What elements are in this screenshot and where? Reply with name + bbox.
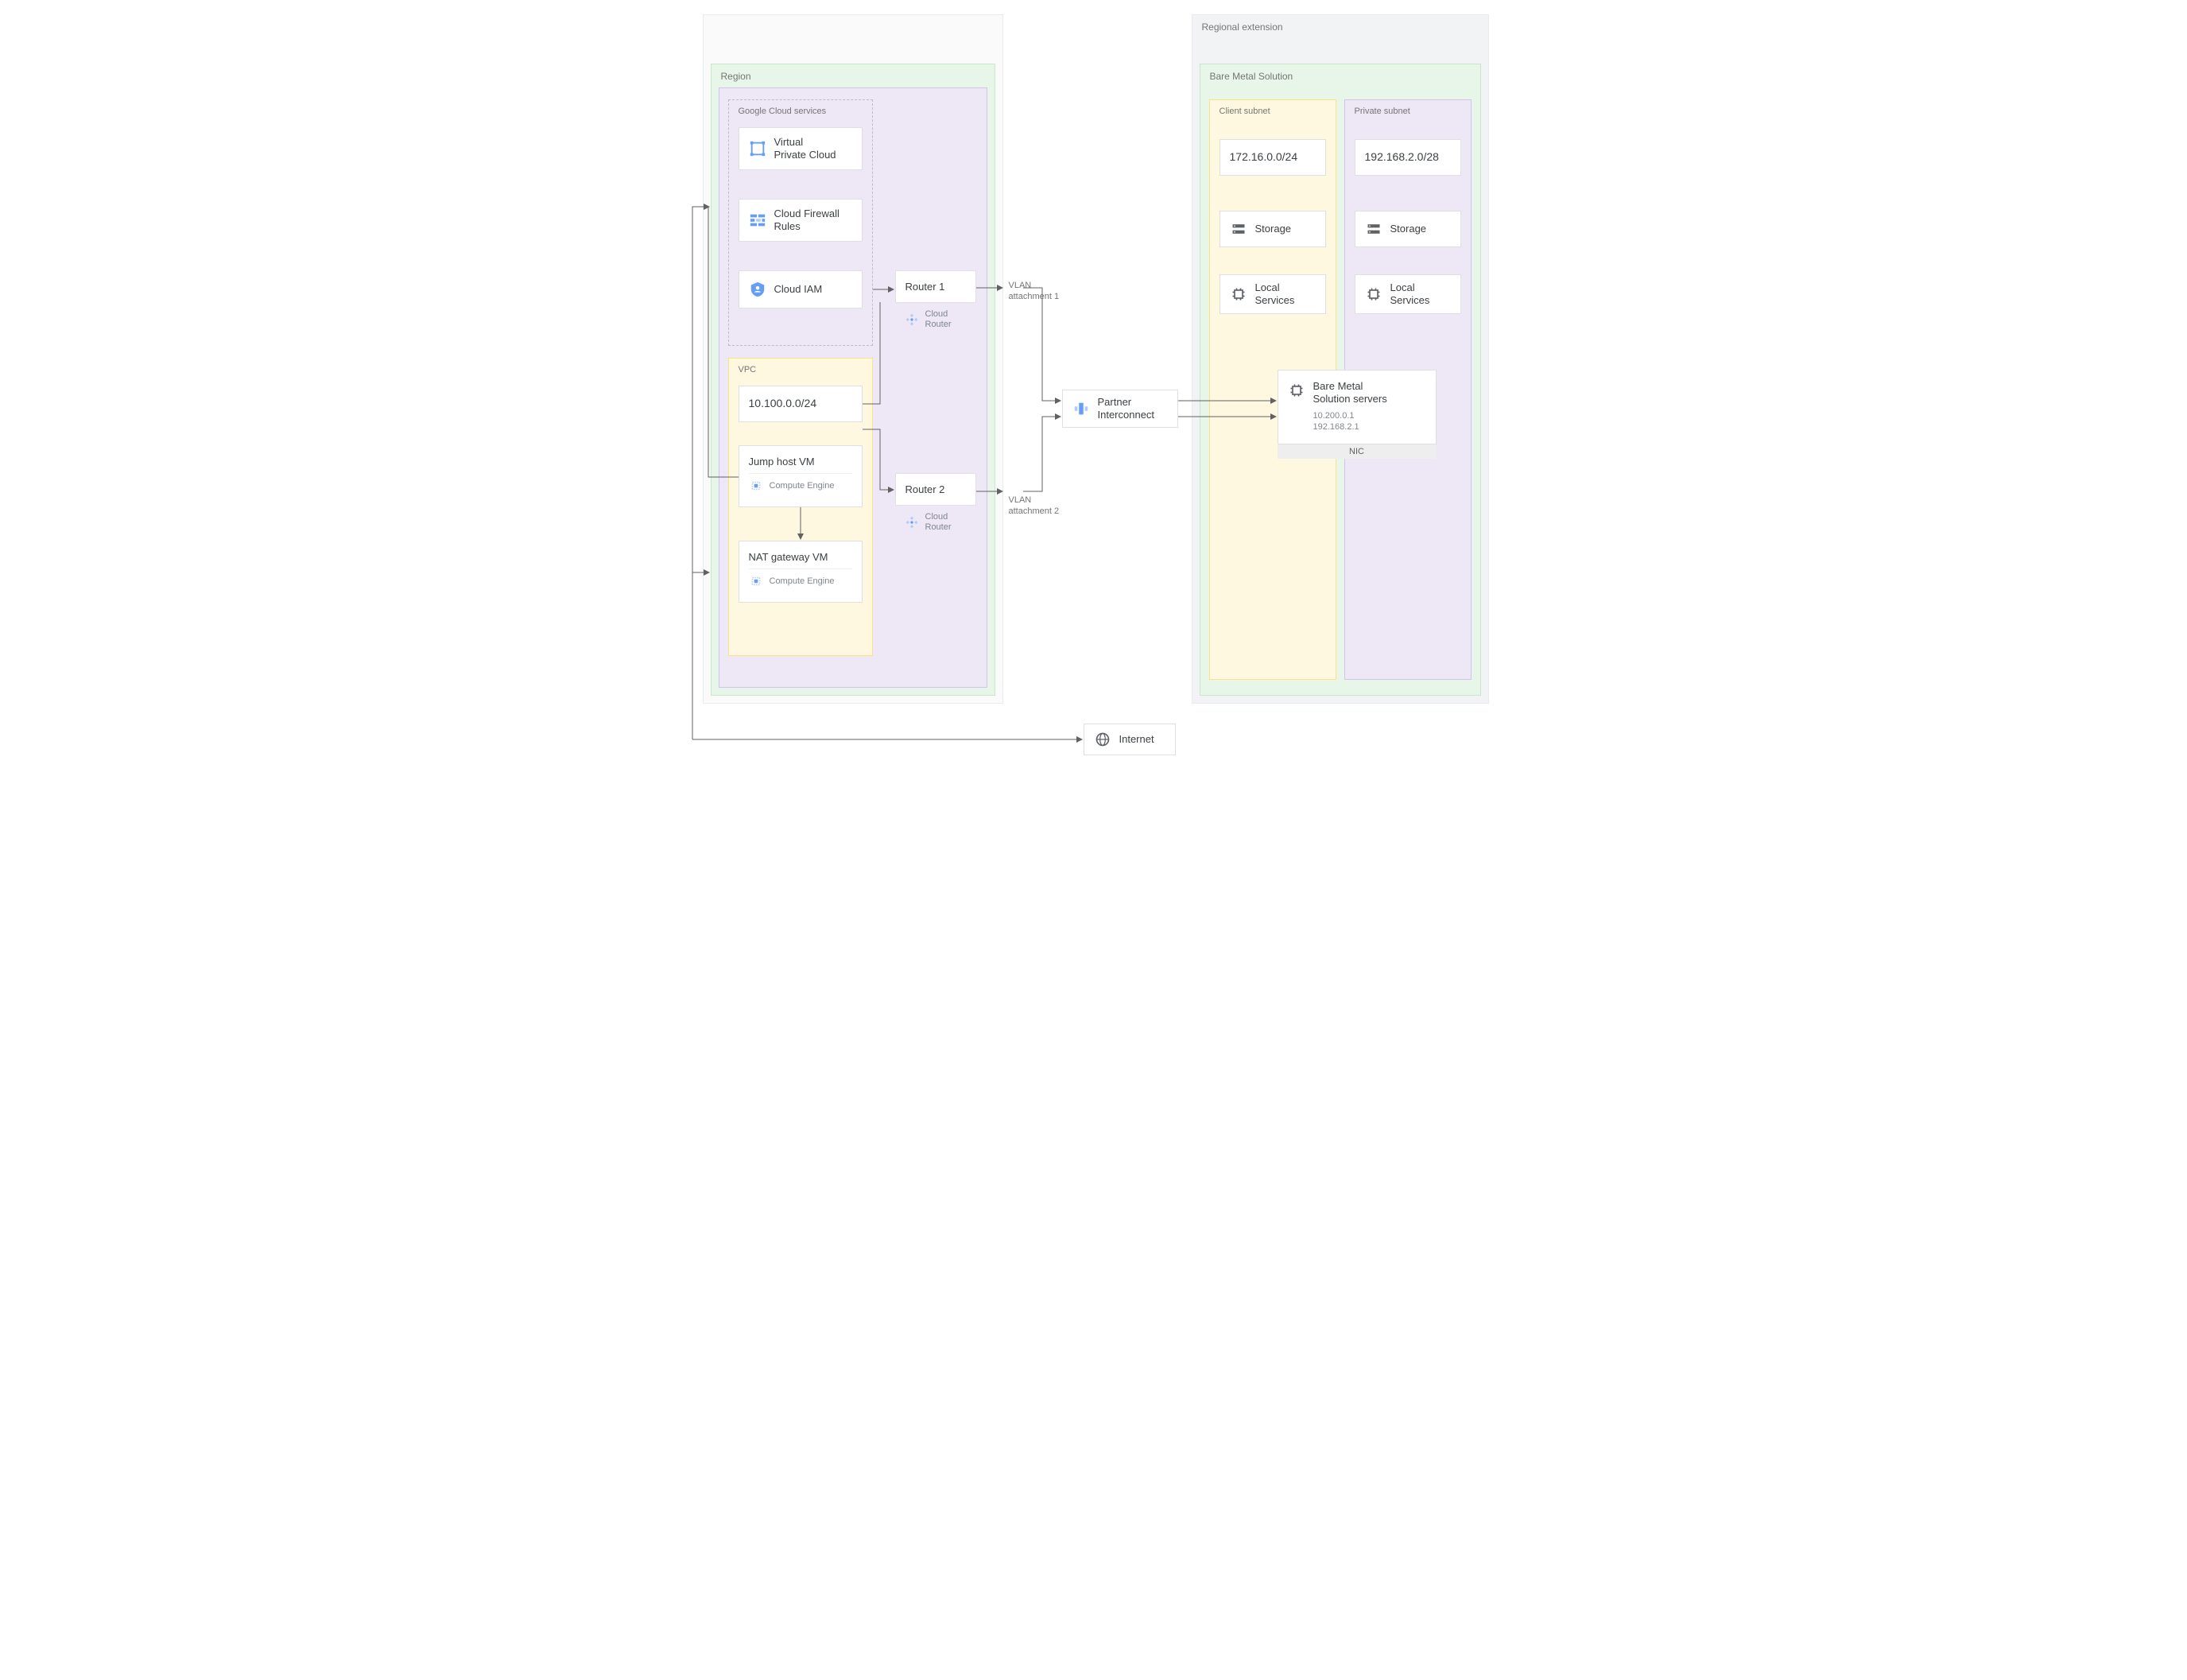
compute-icon (749, 479, 763, 493)
router2-card: Router 2 CloudRouter (895, 473, 976, 536)
local-private-text: LocalServices (1390, 281, 1430, 308)
bms-srv-ip2: 192.168.2.1 (1313, 422, 1387, 432)
router2-title: Router 2 (895, 473, 976, 506)
private-label: Private subnet (1345, 100, 1471, 116)
vlan2-label: VLANattachment 2 (1009, 495, 1060, 518)
client-label: Client subnet (1210, 100, 1336, 116)
vpc-service-text: VirtualPrivate Cloud (774, 136, 836, 162)
storage-icon (1230, 220, 1247, 238)
internet-text: Internet (1119, 733, 1154, 746)
storage-client-card: Storage (1220, 211, 1326, 247)
region-label: Region (712, 64, 995, 82)
interconnect-icon (1072, 400, 1090, 417)
firewall-icon (749, 211, 766, 229)
storage-client-text: Storage (1255, 223, 1292, 235)
iam-card: Cloud IAM (739, 270, 863, 308)
jump-host-card: Jump host VM Compute Engine (739, 445, 863, 507)
client-cidr-text: 172.16.0.0/24 (1230, 150, 1298, 165)
firewall-text: Cloud FirewallRules (774, 208, 840, 234)
router1-sub: CloudRouter (925, 309, 952, 330)
internet-card: Internet (1084, 724, 1176, 755)
vpc-label: VPC (729, 359, 872, 374)
nic-label: NIC (1278, 444, 1437, 459)
local-private-card: LocalServices (1355, 274, 1461, 314)
storage-private-text: Storage (1390, 223, 1427, 235)
vpc-cidr-card: 10.100.0.0/24 (739, 386, 863, 422)
pi-text: PartnerInterconnect (1098, 396, 1155, 422)
diagram-canvas: Google Cloud Region Google Cloud service… (597, 0, 1591, 763)
vpc-cidr-text: 10.100.0.0/24 (749, 397, 817, 411)
compute-icon (749, 574, 763, 588)
storage-icon (1365, 220, 1382, 238)
globe-icon (1094, 731, 1111, 748)
vpc-service-card: VirtualPrivate Cloud (739, 127, 863, 170)
vlan1-label: VLANattachment 1 (1009, 280, 1060, 303)
storage-private-card: Storage (1355, 211, 1461, 247)
firewall-card: Cloud FirewallRules (739, 199, 863, 242)
router1-title: Router 1 (895, 270, 976, 303)
jump-host-title: Jump host VM (749, 456, 852, 468)
iam-icon (749, 281, 766, 298)
bms-srv-ip1: 10.200.0.1 (1313, 411, 1387, 421)
partner-interconnect-card: PartnerInterconnect (1062, 390, 1178, 428)
iam-text: Cloud IAM (774, 283, 823, 296)
cloud-router-icon (905, 312, 919, 327)
bms-label: Bare Metal Solution (1200, 64, 1480, 82)
chip-icon (1365, 285, 1382, 303)
bms-servers-card: Bare MetalSolution servers 10.200.0.1 19… (1278, 370, 1437, 444)
private-cidr-text: 192.168.2.0/28 (1365, 150, 1439, 165)
local-client-text: LocalServices (1255, 281, 1295, 308)
client-cidr-card: 172.16.0.0/24 (1220, 139, 1326, 176)
router2-sub: CloudRouter (925, 512, 952, 533)
chip-icon (1288, 382, 1305, 399)
bms-srv-title: Bare MetalSolution servers (1313, 380, 1387, 406)
vpc-icon (749, 140, 766, 157)
jump-host-sub: Compute Engine (770, 481, 835, 491)
nat-title: NAT gateway VM (749, 551, 852, 564)
private-cidr-card: 192.168.2.0/28 (1355, 139, 1461, 176)
local-client-card: LocalServices (1220, 274, 1326, 314)
nat-sub: Compute Engine (770, 576, 835, 586)
chip-icon (1230, 285, 1247, 303)
gcs-label: Google Cloud services (729, 100, 872, 116)
cloud-router-icon (905, 515, 919, 530)
ext-label: Regional extension (1192, 15, 1488, 33)
router1-card: Router 1 CloudRouter (895, 270, 976, 333)
nat-gateway-card: NAT gateway VM Compute Engine (739, 541, 863, 603)
